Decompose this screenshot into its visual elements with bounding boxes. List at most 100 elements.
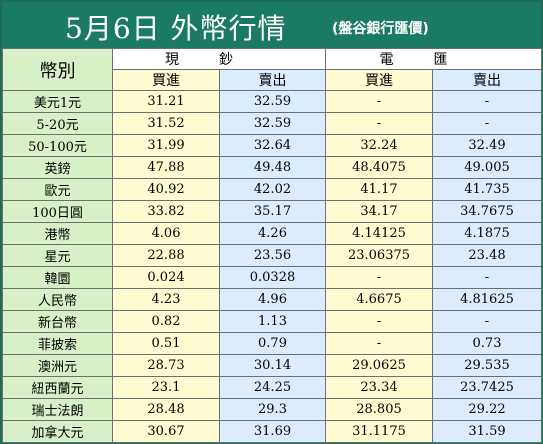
tt-buy-value: -	[325, 310, 433, 333]
currency-name: 人民幣	[2, 288, 113, 311]
table-row: 港幣 4.06 4.26 4.14125 4.1875	[2, 222, 542, 245]
header-row-buysell: 買進 賣出 買進 賣出	[3, 69, 542, 91]
tt-sell-value: 41.735	[432, 178, 542, 201]
cash-buy-value: 28.48	[112, 398, 220, 421]
currency-name: 瑞士法朗	[2, 398, 113, 421]
tt-buy-value: -	[325, 266, 433, 289]
cash-sell-value: 23.56	[219, 244, 326, 267]
currency-name: 美元1元	[2, 90, 113, 113]
cash-sell-value: 1.13	[219, 310, 326, 333]
table-row: 50-100元 31.99 32.64 32.24 32.49	[2, 134, 542, 157]
tt-sell-value: -	[432, 90, 542, 113]
cash-buy-value: 22.88	[112, 244, 220, 267]
cash-sell-value: 29.3	[219, 398, 326, 421]
tt-sell-value: 23.7425	[432, 376, 542, 399]
currency-name: 英鎊	[2, 156, 113, 179]
table-row: 澳洲元 28.73 30.14 29.0625 29.535	[2, 354, 542, 377]
currency-name: 韓圜	[2, 266, 113, 289]
currency-name: 歐元	[2, 178, 113, 201]
tt-sell-value: -	[432, 310, 542, 333]
cash-sell-value: 32.59	[219, 112, 326, 135]
currency-name: 澳洲元	[2, 354, 113, 377]
cash-buy-value: 40.92	[112, 178, 220, 201]
cash-buy-value: 33.82	[112, 200, 220, 223]
currency-name: 紐西蘭元	[2, 376, 113, 399]
tt-buy-value: 23.06375	[325, 244, 433, 267]
header-cash: 現鈔	[112, 48, 326, 70]
header-tt-sell: 賣出	[432, 69, 542, 91]
cash-buy-value: 47.88	[112, 156, 220, 179]
cash-buy-value: 23.1	[112, 376, 220, 399]
tt-sell-value: 31.59	[432, 420, 542, 443]
currency-name: 加拿大元	[2, 420, 113, 443]
cash-sell-value: 30.14	[219, 354, 326, 377]
tt-buy-value: 32.24	[325, 134, 433, 157]
table-row: 美元1元 31.21 32.59 - -	[2, 90, 542, 113]
tt-buy-value: 34.17	[325, 200, 433, 223]
cash-sell-value: 4.96	[219, 288, 326, 311]
cash-sell-value: 49.48	[219, 156, 326, 179]
table-row: 加拿大元 30.67 31.69 31.1175 31.59	[2, 420, 542, 443]
tt-sell-value: 49.005	[432, 156, 542, 179]
tt-buy-value: 41.17	[325, 178, 433, 201]
page-subtitle: (盤谷銀行匯價)	[332, 21, 429, 37]
cash-sell-value: 24.25	[219, 376, 326, 399]
table-row: 韓圜 0.024 0.0328 - -	[2, 266, 542, 289]
cash-sell-value: 31.69	[219, 420, 326, 443]
tt-buy-value: 4.14125	[325, 222, 433, 245]
table-row: 100日圓 33.82 35.17 34.17 34.7675	[2, 200, 542, 223]
table-row: 人民幣 4.23 4.96 4.6675 4.81625	[2, 288, 542, 311]
page-title: 5月6日 外幣行情	[65, 12, 287, 45]
exchange-rate-table: 幣別 現鈔 電匯 買進 賣出 買進 賣出 美元1元 31.21 32.59 - …	[2, 48, 542, 443]
cash-sell-value: 0.79	[219, 332, 326, 355]
table-row: 英鎊 47.88 49.48 48.4075 49.005	[2, 156, 542, 179]
header-row-group: 幣別 現鈔 電匯	[2, 48, 542, 91]
tt-buy-value: 28.805	[325, 398, 433, 421]
tt-sell-value: -	[432, 266, 542, 289]
cash-buy-value: 0.82	[112, 310, 220, 333]
tt-sell-value: 32.49	[432, 134, 542, 157]
currency-name: 100日圓	[2, 200, 113, 223]
cash-buy-value: 31.99	[112, 134, 220, 157]
cash-buy-value: 31.21	[112, 90, 220, 113]
currency-name: 新台幣	[2, 310, 113, 333]
cash-buy-value: 31.52	[112, 112, 220, 135]
tt-buy-value: 4.6675	[325, 288, 433, 311]
cash-sell-value: 0.0328	[219, 266, 326, 289]
tt-buy-value: 29.0625	[325, 354, 433, 377]
cash-sell-value: 35.17	[219, 200, 326, 223]
tt-buy-value: -	[325, 112, 433, 135]
tt-buy-value: -	[325, 332, 433, 355]
header-telegraphic: 電匯	[325, 48, 542, 70]
tt-sell-value: 0.73	[432, 332, 542, 355]
header-cash-buy: 買進	[112, 69, 220, 91]
currency-name: 星元	[2, 244, 113, 267]
currency-name: 菲披索	[2, 332, 113, 355]
tt-buy-value: 31.1175	[325, 420, 433, 443]
cash-buy-value: 4.06	[112, 222, 220, 245]
table-row: 菲披索 0.51 0.79 - 0.73	[2, 332, 542, 355]
tt-buy-value: 23.34	[325, 376, 433, 399]
cash-sell-value: 42.02	[219, 178, 326, 201]
table-row: 新台幣 0.82 1.13 - -	[2, 310, 542, 333]
cash-buy-value: 0.51	[112, 332, 220, 355]
tt-sell-value: 23.48	[432, 244, 542, 267]
tt-sell-value: 4.81625	[432, 288, 542, 311]
cash-buy-value: 30.67	[112, 420, 220, 443]
cash-sell-value: 32.59	[219, 90, 326, 113]
currency-name: 港幣	[2, 222, 113, 245]
cash-buy-value: 4.23	[112, 288, 220, 311]
tt-buy-value: -	[325, 90, 433, 113]
cash-buy-value: 28.73	[112, 354, 220, 377]
tt-sell-value: 4.1875	[432, 222, 542, 245]
tt-sell-value: 29.22	[432, 398, 542, 421]
table-row: 5-20元 31.52 32.59 - -	[2, 112, 542, 135]
currency-name: 50-100元	[2, 134, 113, 157]
table-row: 紐西蘭元 23.1 24.25 23.34 23.7425	[2, 376, 542, 399]
currency-name: 5-20元	[2, 112, 113, 135]
table-row: 星元 22.88 23.56 23.06375 23.48	[2, 244, 542, 267]
tt-buy-value: 48.4075	[325, 156, 433, 179]
cash-sell-value: 32.64	[219, 134, 326, 157]
header-currency: 幣別	[2, 48, 113, 91]
